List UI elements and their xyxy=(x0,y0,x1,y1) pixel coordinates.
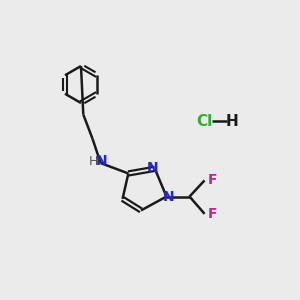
Text: F: F xyxy=(207,207,217,221)
Text: H: H xyxy=(226,114,239,129)
Text: N: N xyxy=(147,161,159,175)
Text: F: F xyxy=(207,173,217,188)
Text: N: N xyxy=(162,190,174,203)
Text: H: H xyxy=(89,155,98,168)
Text: Cl: Cl xyxy=(196,114,213,129)
Text: N: N xyxy=(96,154,108,168)
